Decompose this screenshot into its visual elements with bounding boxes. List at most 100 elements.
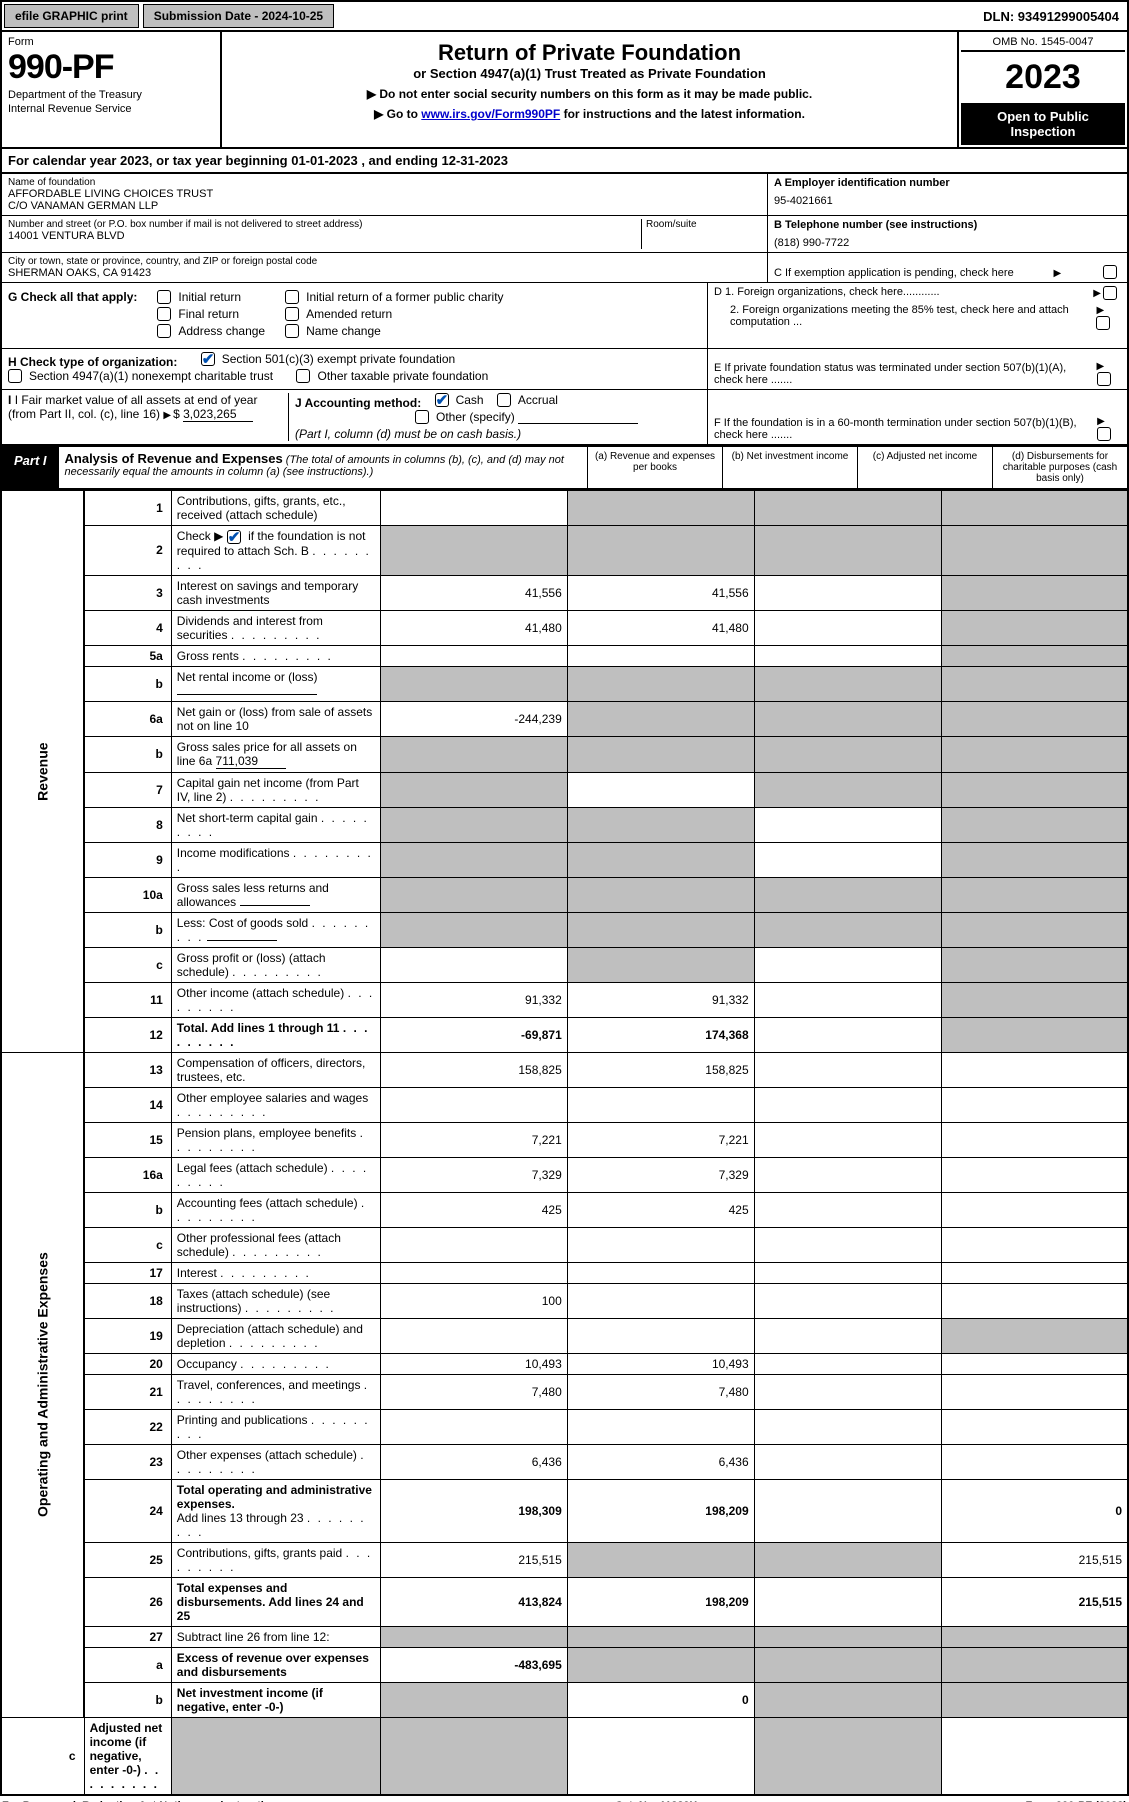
- row-19: Depreciation (attach schedule) and deple…: [171, 1318, 380, 1353]
- expenses-side: Operating and Administrative Expenses: [1, 1052, 84, 1717]
- top-bar: efile GRAPHIC print Submission Date - 20…: [0, 0, 1129, 32]
- paperwork-notice: For Paperwork Reduction Act Notice, see …: [2, 1800, 286, 1802]
- dln: DLN: 93491299005404: [975, 5, 1127, 28]
- open-public: Open to Public Inspection: [961, 103, 1125, 145]
- city-label: City or town, state or province, country…: [8, 256, 761, 267]
- g-amended-checkbox[interactable]: [285, 307, 299, 321]
- c-label: C If exemption application is pending, c…: [774, 267, 1014, 279]
- calendar-year: For calendar year 2023, or tax year begi…: [0, 149, 1129, 174]
- c-checkbox[interactable]: [1103, 265, 1117, 279]
- j-cash-checkbox[interactable]: [435, 393, 449, 407]
- col-d: (d) Disbursements for charitable purpose…: [992, 447, 1127, 488]
- tax-year: 2023: [961, 52, 1125, 103]
- form-title: Return of Private Foundation: [226, 40, 953, 66]
- row-14: Other employee salaries and wages: [171, 1087, 380, 1122]
- e-label: E If private foundation status was termi…: [714, 362, 1097, 386]
- g-final-checkbox[interactable]: [157, 307, 171, 321]
- form-header: Form 990-PF Department of the Treasury I…: [0, 32, 1129, 149]
- i-value: 3,023,265: [183, 407, 253, 422]
- row-25: Contributions, gifts, grants paid: [171, 1542, 380, 1577]
- row-10c: Gross profit or (loss) (attach schedule): [171, 947, 380, 982]
- col-a: (a) Revenue and expenses per books: [587, 447, 722, 488]
- row-5a: Gross rents: [171, 645, 380, 666]
- form-label: Form: [8, 36, 214, 48]
- row-27b: Net investment income (if negative, ente…: [171, 1682, 380, 1717]
- row-8: Net short-term capital gain: [171, 807, 380, 842]
- row-2: Check ▶ if the foundation is not require…: [171, 526, 380, 576]
- omb-number: OMB No. 1545-0047: [961, 34, 1125, 52]
- row-24: Total operating and administrative expen…: [171, 1479, 380, 1542]
- g-address-checkbox[interactable]: [157, 324, 171, 338]
- d1-label: D 1. Foreign organizations, check here..…: [714, 286, 940, 300]
- irs-link[interactable]: www.irs.gov/Form990PF: [421, 107, 560, 121]
- ein-label: A Employer identification number: [774, 177, 1121, 189]
- col-c: (c) Adjusted net income: [857, 447, 992, 488]
- goto-note: ▶ Go to www.irs.gov/Form990PF for instru…: [226, 107, 953, 121]
- name-label: Name of foundation: [8, 177, 761, 188]
- part1-label: Part I: [2, 447, 59, 488]
- foundation-care-of: C/O VANAMAN GERMAN LLP: [8, 200, 761, 212]
- row-6b: Gross sales price for all assets on line…: [171, 736, 380, 772]
- g-name-change-checkbox[interactable]: [285, 324, 299, 338]
- ein-value: 95-4021661: [774, 195, 1121, 207]
- form-number: 990-PF: [8, 48, 214, 87]
- j-note: (Part I, column (d) must be on cash basi…: [295, 427, 521, 441]
- j-other-checkbox[interactable]: [415, 410, 429, 424]
- h-other-checkbox[interactable]: [296, 369, 310, 383]
- row-15: Pension plans, employee benefits: [171, 1122, 380, 1157]
- row-10b: Less: Cost of goods sold: [171, 912, 380, 947]
- row-12: Total. Add lines 1 through 11: [171, 1017, 380, 1052]
- row-10a: Gross sales less returns and allowances: [171, 877, 380, 912]
- row-23: Other expenses (attach schedule): [171, 1444, 380, 1479]
- dept-treasury: Department of the Treasury: [8, 89, 214, 101]
- row-11: Other income (attach schedule): [171, 982, 380, 1017]
- addr-label: Number and street (or P.O. box number if…: [8, 219, 641, 230]
- ssn-note: ▶ Do not enter social security numbers o…: [226, 87, 953, 101]
- h-label: H Check type of organization:: [8, 355, 177, 369]
- g-initial-former-checkbox[interactable]: [285, 290, 299, 304]
- row-27: Subtract line 26 from line 12:: [171, 1626, 380, 1647]
- g-initial-checkbox[interactable]: [157, 290, 171, 304]
- row-6a: Net gain or (loss) from sale of assets n…: [171, 701, 380, 736]
- irs: Internal Revenue Service: [8, 103, 214, 115]
- row-3: Interest on savings and temporary cash i…: [171, 575, 380, 610]
- tel-label: B Telephone number (see instructions): [774, 219, 1121, 231]
- row-26: Total expenses and disbursements. Add li…: [171, 1577, 380, 1626]
- part1-header: Part I Analysis of Revenue and Expenses …: [0, 446, 1129, 490]
- row-7: Capital gain net income (from Part IV, l…: [171, 772, 380, 807]
- row-22: Printing and publications: [171, 1409, 380, 1444]
- row-1: Contributions, gifts, grants, etc., rece…: [171, 491, 380, 526]
- row-9: Income modifications: [171, 842, 380, 877]
- h-4947-checkbox[interactable]: [8, 369, 22, 383]
- efile-button[interactable]: efile GRAPHIC print: [4, 4, 139, 28]
- part1-title: Analysis of Revenue and Expenses: [65, 451, 283, 466]
- h-501c3-checkbox[interactable]: [201, 352, 215, 366]
- row-27a: Excess of revenue over expenses and disb…: [171, 1647, 380, 1682]
- street-address: 14001 VENTURA BLVD: [8, 230, 641, 242]
- row-16a: Legal fees (attach schedule): [171, 1157, 380, 1192]
- row-27c: Adjusted net income (if negative, enter …: [84, 1717, 171, 1795]
- submission-date: Submission Date - 2024-10-25: [143, 4, 334, 28]
- col-b: (b) Net investment income: [722, 447, 857, 488]
- cat-no: Cat. No. 11289X: [615, 1800, 697, 1802]
- schb-checkbox[interactable]: [227, 530, 241, 544]
- room-label: Room/suite: [646, 219, 761, 230]
- row-17: Interest: [171, 1262, 380, 1283]
- j-accrual-checkbox[interactable]: [497, 393, 511, 407]
- j-label: J Accounting method:: [295, 396, 421, 410]
- city-value: SHERMAN OAKS, CA 91423: [8, 267, 761, 279]
- form-subtitle: or Section 4947(a)(1) Trust Treated as P…: [226, 66, 953, 81]
- form-footer: Form 990-PF (2023): [1026, 1800, 1127, 1802]
- d2-checkbox[interactable]: [1096, 316, 1110, 330]
- f-checkbox[interactable]: [1097, 427, 1111, 441]
- tel-value: (818) 990-7722: [774, 237, 1121, 249]
- footer: For Paperwork Reduction Act Notice, see …: [0, 1796, 1129, 1802]
- e-checkbox[interactable]: [1097, 372, 1111, 386]
- d1-checkbox[interactable]: [1103, 286, 1117, 300]
- row-21: Travel, conferences, and meetings: [171, 1374, 380, 1409]
- d2-label: 2. Foreign organizations meeting the 85%…: [714, 304, 1096, 330]
- foundation-name: AFFORDABLE LIVING CHOICES TRUST: [8, 188, 761, 200]
- row-20: Occupancy: [171, 1353, 380, 1374]
- row-16b: Accounting fees (attach schedule): [171, 1192, 380, 1227]
- g-label: G Check all that apply:: [8, 290, 137, 304]
